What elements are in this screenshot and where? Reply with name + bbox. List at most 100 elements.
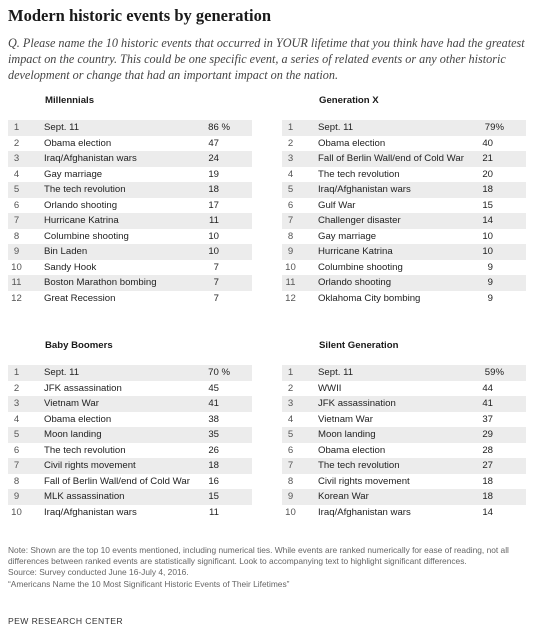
table-row: 7 The tech revolution 27	[282, 458, 526, 474]
table-row: 8 Columbine shooting 10	[8, 229, 252, 245]
percent-value: 29	[482, 429, 493, 440]
generation-title: Generation X	[319, 95, 379, 106]
event-name: Columbine shooting	[318, 261, 403, 273]
rank-number: 2	[13, 382, 20, 394]
event-name: Fall of Berlin Wall/end of Cold War	[318, 153, 464, 164]
rows: 1 Sept. 11 59% 2 WWII 44 3 JFK assassination 41 4…	[282, 365, 526, 520]
rank-number: 4	[13, 168, 20, 180]
event-name: Obama election	[318, 444, 386, 456]
event-name: Columbine shooting	[44, 230, 129, 242]
percent-value: 19	[208, 168, 219, 180]
table-row: 3 Vietnam War 41	[8, 396, 252, 412]
rank-number: 6	[287, 199, 294, 211]
event-name: Fall of Berlin Wall/end of Cold War	[44, 475, 190, 487]
survey-question: Q. Please name the 10 historic events th…	[8, 36, 525, 82]
table-row: 12 Great Recession 7	[8, 291, 252, 307]
rank-number: 1	[13, 122, 20, 133]
rank-number: 7	[13, 215, 20, 226]
table-row: 2 JFK assassination 45	[8, 381, 252, 397]
table-row: 5 The tech revolution 18	[8, 182, 252, 198]
rank-number: 7	[13, 460, 20, 471]
percent-value: 9	[487, 292, 493, 304]
percent-value: 41	[208, 398, 219, 409]
rank-number: 1	[287, 122, 294, 133]
event-name: Moon landing	[44, 429, 102, 440]
table-row: 7 Hurricane Katrina 11	[8, 213, 252, 229]
event-name: Great Recession	[44, 292, 116, 304]
rank-number: 4	[287, 413, 294, 425]
rank-number: 8	[13, 230, 20, 242]
report-title: “Americans Name the 10 Most Significant …	[8, 578, 290, 589]
percent-value: 37	[482, 413, 493, 425]
percent-value: 28	[482, 444, 493, 456]
event-name: Vietnam War	[44, 398, 99, 409]
rank-number: 10	[285, 261, 296, 273]
rank-number: 9	[13, 246, 20, 257]
rank-number: 1	[287, 367, 294, 378]
percent-value: 9	[487, 277, 493, 288]
table-row: 11 Orlando shooting 9	[282, 275, 526, 291]
percent-value: 11	[209, 506, 219, 518]
event-name: Obama election	[44, 413, 112, 425]
event-name: Boston Marathon bombing	[44, 277, 157, 288]
table-row: 9 Bin Laden 10	[8, 244, 252, 260]
event-name: JFK assassination	[318, 398, 396, 409]
percent-value: 7	[213, 261, 219, 273]
percent-value: 14	[482, 506, 493, 518]
table-row: 3 JFK assassination 41	[282, 396, 526, 412]
table-row: 2 Obama election 40	[282, 136, 526, 152]
event-name: Sept. 11	[44, 122, 80, 133]
table-row: 1 Sept. 11 70 %	[8, 365, 252, 381]
percent-value: 47	[208, 137, 219, 149]
event-name: Gay marriage	[44, 168, 103, 180]
percent-value: 17	[208, 199, 219, 211]
table-row: 4 Vietnam War 37	[282, 412, 526, 428]
rank-number: 6	[13, 199, 20, 211]
rank-number: 5	[13, 429, 20, 440]
event-name: Bin Laden	[44, 246, 88, 257]
percent-value: 16	[208, 475, 219, 487]
table-row: 7 Challenger disaster 14	[282, 213, 526, 229]
percent-value: 38	[208, 413, 219, 425]
event-name: Moon landing	[318, 429, 376, 440]
rank-number: 10	[285, 506, 296, 518]
table-row: 8 Fall of Berlin Wall/end of Cold War 16	[8, 474, 252, 490]
event-name: Iraq/Afghanistan wars	[44, 153, 137, 164]
event-name: Sept. 11	[318, 122, 354, 133]
event-name: Sandy Hook	[44, 261, 97, 273]
brand-logo: PEW RESEARCH CENTER	[8, 616, 124, 626]
notes: Note: Shown are the top 10 events mentio…	[8, 545, 528, 590]
table-row: 10 Sandy Hook 7	[8, 260, 252, 276]
percent-value: 11	[209, 215, 219, 226]
percent-value: 9	[487, 261, 493, 273]
table-row: 6 The tech revolution 26	[8, 443, 252, 459]
event-name: Oklahoma City bombing	[318, 292, 421, 304]
percent-value: 18	[482, 475, 493, 487]
generation-title: Silent Generation	[319, 340, 399, 351]
table-row: 7 Civil rights movement 18	[8, 458, 252, 474]
percent-value: 27	[482, 460, 493, 471]
rank-number: 8	[287, 230, 294, 242]
table-row: 3 Iraq/Afghanistan wars 24	[8, 151, 252, 167]
rank-number: 7	[287, 460, 294, 471]
rows: 1 Sept. 11 70 % 2 JFK assassination 45 3 Vietna…	[8, 365, 252, 520]
event-name: Challenger disaster	[318, 215, 401, 226]
rank-number: 8	[13, 475, 20, 487]
table-row: 1 Sept. 11 59%	[282, 365, 526, 381]
table-row: 4 Gay marriage 19	[8, 167, 252, 183]
event-name: The tech revolution	[44, 184, 126, 195]
table-row: 9 Korean War 18	[282, 489, 526, 505]
event-name: Obama election	[318, 137, 386, 149]
table-row: 11 Boston Marathon bombing 7	[8, 275, 252, 291]
percent-value: 24	[208, 153, 219, 164]
rank-number: 9	[287, 491, 294, 502]
rank-number: 5	[287, 184, 294, 195]
event-name: Civil rights movement	[318, 475, 410, 487]
rank-number: 12	[11, 292, 22, 304]
percent-value: 18	[482, 184, 493, 195]
table-row: 1 Sept. 11 79%	[282, 120, 526, 136]
table-row: 9 Hurricane Katrina 10	[282, 244, 526, 260]
percent-value: 20	[482, 168, 493, 180]
event-name: Orlando shooting	[44, 199, 118, 211]
event-name: Sept. 11	[318, 367, 354, 378]
